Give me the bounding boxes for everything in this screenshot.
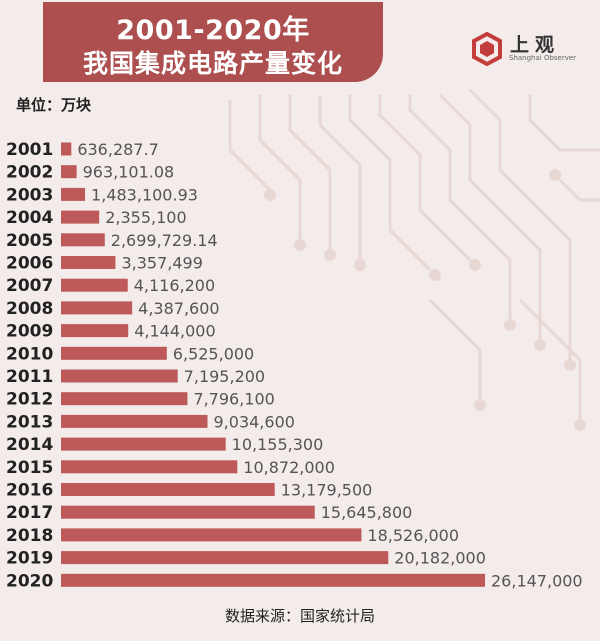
bar-chart: 2001 636,287.7 2002 963,101.08 2003 1,483,100… (6, 140, 583, 591)
brand-subtitle: Shanghai Observer (509, 54, 577, 62)
year-label-2003: 2003 (6, 185, 53, 205)
value-label-2004: 2,355,100 (105, 208, 186, 227)
year-label-2002: 2002 (6, 163, 53, 183)
year-label-2007: 2007 (6, 276, 53, 296)
value-label-2015: 10,872,000 (243, 458, 335, 477)
bar-2006 (61, 256, 116, 269)
bar-2004 (61, 210, 100, 224)
bar-2019 (61, 551, 389, 565)
year-label-2015: 2015 (6, 458, 53, 478)
brand-mark-icon (472, 32, 502, 66)
value-label-2017: 15,645,800 (321, 503, 413, 522)
value-label-2013: 9,034,600 (214, 412, 295, 431)
bar-2007 (61, 278, 128, 292)
brand-logo: 上观 Shanghai Observer (470, 32, 590, 68)
bar-2008 (61, 301, 133, 315)
unit-label: 单位：万块 (16, 96, 92, 114)
year-label-2014: 2014 (6, 435, 53, 455)
year-label-2001: 2001 (6, 140, 53, 160)
value-label-2002: 963,101.08 (83, 163, 175, 182)
bar-2015 (61, 460, 238, 474)
year-label-2008: 2008 (6, 299, 53, 319)
title-banner: 2001-2020年 我国集成电路产量变化 (43, 2, 383, 82)
value-label-2020: 26,147,000 (491, 571, 583, 590)
year-label-2010: 2010 (6, 344, 53, 364)
source-label: 数据来源：国家统计局 (224, 607, 375, 625)
year-label-2012: 2012 (6, 390, 53, 410)
year-label-2017: 2017 (6, 503, 53, 523)
bar-2018 (61, 528, 362, 542)
year-label-2011: 2011 (6, 367, 53, 387)
value-label-2006: 3,357,499 (121, 254, 202, 273)
value-label-2003: 1,483,100.93 (91, 185, 198, 204)
value-label-2018: 18,526,000 (367, 526, 459, 545)
year-label-2006: 2006 (6, 254, 53, 274)
value-label-2010: 6,525,000 (173, 344, 254, 363)
bar-2016 (61, 483, 275, 496)
year-label-2013: 2013 (6, 412, 53, 432)
year-label-2019: 2019 (6, 549, 53, 569)
year-label-2020: 2020 (6, 571, 53, 591)
year-label-2018: 2018 (6, 526, 53, 546)
value-label-2008: 4,387,600 (138, 299, 219, 318)
bar-2005 (61, 233, 105, 247)
title-line-2: 我国集成电路产量变化 (82, 49, 343, 78)
bar-2012 (61, 392, 188, 406)
bar-2009 (61, 324, 129, 338)
title-line-1: 2001-2020年 (116, 15, 310, 46)
year-label-2005: 2005 (6, 231, 53, 251)
value-label-2019: 20,182,000 (394, 549, 486, 568)
bar-2013 (61, 414, 208, 428)
value-label-2012: 7,796,100 (193, 390, 274, 409)
value-label-2011: 7,195,200 (184, 367, 265, 386)
bar-2011 (61, 369, 178, 383)
year-label-2016: 2016 (6, 481, 53, 501)
value-label-2009: 4,144,000 (134, 322, 215, 341)
bar-2002 (61, 165, 77, 179)
year-label-2009: 2009 (6, 322, 53, 342)
bar-2020 (61, 573, 485, 587)
bar-2003 (61, 187, 86, 201)
bar-2001 (61, 142, 72, 156)
value-label-2001: 636,287.7 (77, 140, 158, 159)
value-label-2014: 10,155,300 (232, 435, 324, 454)
value-label-2016: 13,179,500 (281, 481, 373, 500)
bar-2017 (61, 505, 315, 519)
value-label-2005: 2,699,729.14 (111, 231, 218, 250)
bar-2010 (61, 346, 167, 360)
value-label-2007: 4,116,200 (134, 276, 215, 295)
bar-2014 (61, 437, 226, 451)
year-label-2004: 2004 (6, 208, 53, 228)
brand-name: 上观 (510, 34, 561, 56)
